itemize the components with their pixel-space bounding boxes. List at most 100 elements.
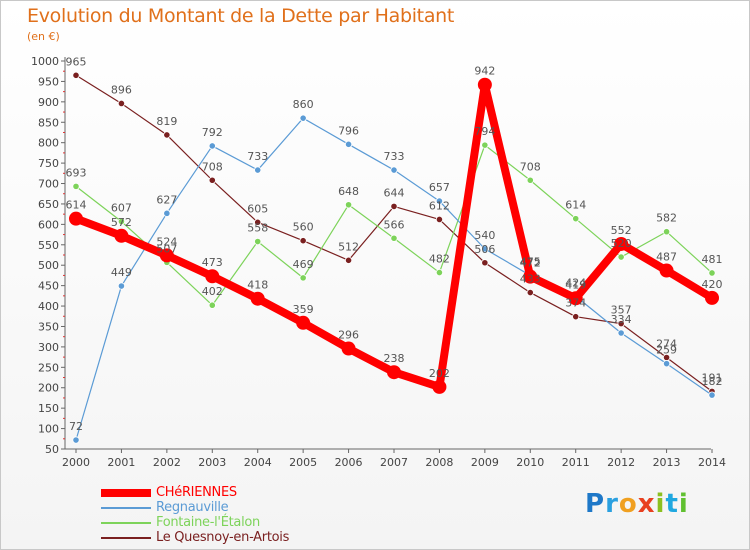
data-point bbox=[208, 142, 216, 150]
data-label: 614 bbox=[565, 199, 586, 212]
data-point bbox=[390, 166, 398, 174]
x-tick-label: 2008 bbox=[425, 456, 453, 469]
x-tick-label: 2012 bbox=[607, 456, 635, 469]
data-label: 627 bbox=[156, 193, 177, 206]
legend-label: Regnauville bbox=[156, 500, 229, 515]
data-point bbox=[344, 140, 353, 148]
data-label: 402 bbox=[202, 285, 223, 298]
data-label: 418 bbox=[247, 279, 268, 292]
data-point bbox=[387, 365, 401, 380]
y-tick-label: 600 bbox=[38, 218, 59, 231]
data-point bbox=[250, 291, 265, 306]
data-point bbox=[344, 201, 353, 209]
data-label: 566 bbox=[384, 218, 405, 231]
data-point bbox=[481, 141, 489, 149]
legend-swatch bbox=[101, 537, 151, 539]
x-tick-label: 2001 bbox=[107, 456, 135, 469]
data-label: 202 bbox=[429, 367, 450, 380]
x-tick-label: 2007 bbox=[380, 456, 408, 469]
data-label: 693 bbox=[66, 166, 87, 179]
data-point bbox=[708, 269, 716, 277]
data-point bbox=[159, 248, 174, 263]
data-label: 520 bbox=[611, 237, 632, 250]
data-point bbox=[163, 209, 171, 217]
data-point bbox=[117, 282, 126, 290]
data-label: 657 bbox=[429, 181, 450, 194]
y-tick-label: 950 bbox=[38, 75, 59, 88]
data-label: 794 bbox=[474, 125, 495, 138]
data-point bbox=[432, 379, 447, 394]
chart-unit: (en €) bbox=[27, 30, 60, 43]
data-point bbox=[117, 99, 126, 108]
data-point bbox=[708, 391, 716, 399]
y-tick-label: 300 bbox=[38, 341, 59, 354]
data-label: 374 bbox=[565, 297, 586, 310]
data-label: 942 bbox=[474, 65, 495, 78]
legend-swatch bbox=[101, 522, 151, 524]
data-label: 512 bbox=[338, 240, 359, 253]
data-label: 334 bbox=[611, 313, 632, 326]
legend-label: CHéRIENNES bbox=[156, 485, 237, 500]
data-point bbox=[254, 237, 262, 246]
x-tick-label: 2000 bbox=[62, 456, 90, 469]
proxiti-logo: Proxiti bbox=[585, 489, 689, 519]
x-tick-label: 2006 bbox=[335, 456, 363, 469]
series-layer bbox=[69, 71, 719, 444]
data-label: 572 bbox=[111, 216, 132, 229]
legend-swatch bbox=[101, 507, 151, 509]
data-label: 259 bbox=[656, 344, 677, 357]
data-label: 191 bbox=[702, 371, 723, 384]
data-label: 582 bbox=[656, 212, 677, 225]
data-point bbox=[572, 313, 580, 321]
data-point bbox=[205, 269, 220, 284]
data-point bbox=[69, 211, 83, 226]
data-label: 433 bbox=[520, 273, 541, 286]
data-label: 965 bbox=[66, 55, 87, 68]
data-label: 274 bbox=[656, 338, 677, 351]
y-tick-label: 700 bbox=[38, 178, 59, 191]
data-point bbox=[299, 237, 307, 245]
data-point bbox=[72, 71, 80, 79]
data-label: 614 bbox=[66, 199, 87, 212]
legend-label: Le Quesnoy-en-Artois bbox=[156, 530, 290, 545]
data-point bbox=[299, 274, 307, 282]
legend-label: Fontaine-l'Étalon bbox=[156, 515, 260, 530]
data-label: 896 bbox=[111, 83, 132, 96]
data-label: 648 bbox=[338, 185, 359, 198]
data-point bbox=[662, 228, 671, 236]
data-label: 607 bbox=[111, 202, 132, 215]
data-label: 560 bbox=[293, 221, 314, 234]
x-tick-label: 2009 bbox=[471, 456, 499, 469]
data-label: 605 bbox=[247, 202, 268, 215]
y-tick-label: 450 bbox=[38, 280, 59, 293]
data-point bbox=[617, 329, 625, 337]
y-tick-label: 350 bbox=[38, 320, 59, 333]
data-label: 481 bbox=[702, 253, 723, 266]
data-point bbox=[659, 263, 674, 278]
data-point bbox=[523, 269, 538, 284]
data-point bbox=[344, 256, 353, 264]
data-point bbox=[568, 291, 583, 306]
data-label: 359 bbox=[293, 303, 314, 316]
data-labels-layer: 965 896 819 708 605 560 512 644 612 506 433 374 357 2… bbox=[66, 55, 723, 433]
data-label: 796 bbox=[338, 124, 359, 137]
data-point bbox=[614, 236, 629, 251]
data-label: 644 bbox=[384, 186, 405, 199]
data-label: 72 bbox=[69, 420, 83, 433]
data-label: 733 bbox=[384, 150, 405, 163]
data-point bbox=[481, 245, 489, 253]
data-point bbox=[390, 202, 398, 210]
data-point bbox=[72, 436, 80, 444]
data-label: 487 bbox=[656, 251, 677, 264]
data-point bbox=[296, 315, 311, 330]
x-tick-label: 2010 bbox=[516, 456, 544, 469]
y-tick-label: 1000 bbox=[31, 55, 59, 68]
x-tick-label: 2013 bbox=[653, 456, 681, 469]
data-label: 558 bbox=[247, 222, 268, 235]
y-tick-label: 400 bbox=[38, 300, 59, 313]
y-tick-label: 50 bbox=[45, 443, 59, 456]
data-label: 792 bbox=[202, 126, 223, 139]
data-point bbox=[572, 215, 580, 223]
y-tick-label: 150 bbox=[38, 402, 59, 415]
